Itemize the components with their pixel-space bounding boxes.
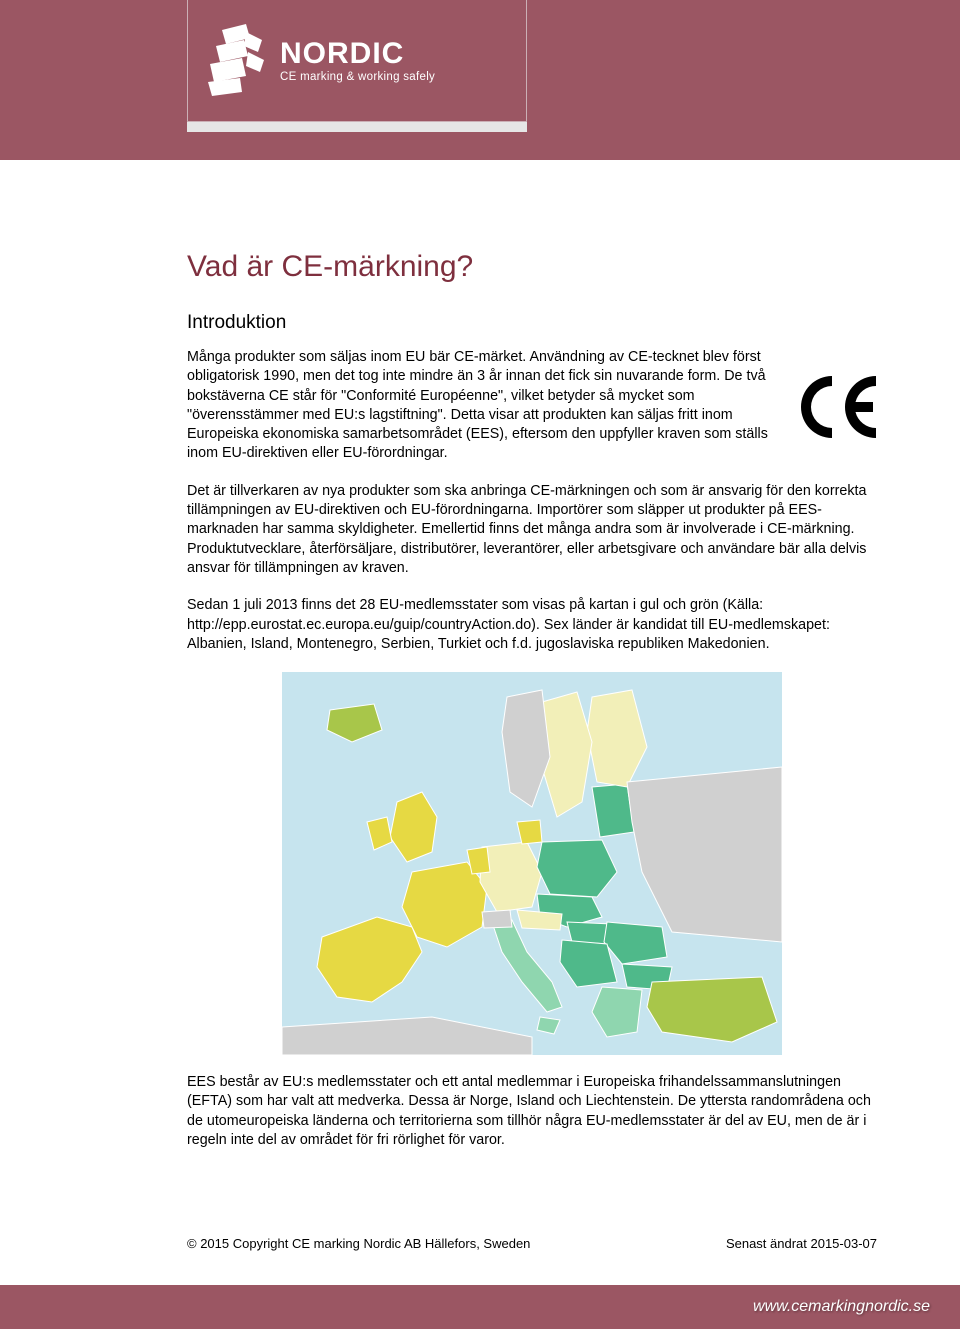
map-region-austria [517, 910, 562, 930]
paragraph-2: Det är tillverkaren av nya produkter som… [187, 482, 877, 578]
map-region-denmark [517, 820, 542, 844]
logo-underbar [187, 122, 527, 132]
logo-graphic-icon [202, 22, 272, 100]
section-subtitle: Introduktion [187, 312, 877, 334]
website-url: www.cemarkingnordic.se [753, 1298, 930, 1316]
paragraph-1: Många produkter som säljas inom EU bär C… [187, 348, 792, 464]
content: Vad är CE-märkning? Introduktion Många p… [187, 250, 877, 1168]
logo-main: NORDIC [280, 39, 435, 69]
map-region-baltics [592, 784, 634, 837]
paragraph-3: Sedan 1 juli 2013 finns det 28 EU-medlem… [187, 596, 877, 654]
paragraph-4: EES består av EU:s medlemsstater och ett… [187, 1073, 877, 1150]
logo-text: NORDIC CE marking & working safely [280, 39, 435, 83]
header-band: NORDIC CE marking & working safely [0, 0, 960, 160]
logo-sub: CE marking & working safely [280, 71, 435, 83]
intro-block: Många produkter som säljas inom EU bär C… [187, 348, 877, 464]
europe-map [282, 672, 782, 1055]
modified-text: Senast ändrat 2015-03-07 [726, 1236, 877, 1251]
logo-card: NORDIC CE marking & working safely [187, 0, 527, 122]
copyright-text: © 2015 Copyright CE marking Nordic AB Hä… [187, 1236, 530, 1251]
ce-mark-icon [801, 376, 889, 438]
bottom-band: www.cemarkingnordic.se [0, 1285, 960, 1329]
footer-line: © 2015 Copyright CE marking Nordic AB Hä… [187, 1236, 877, 1251]
page-title: Vad är CE-märkning? [187, 250, 877, 284]
map-region-switzerland [482, 910, 512, 928]
